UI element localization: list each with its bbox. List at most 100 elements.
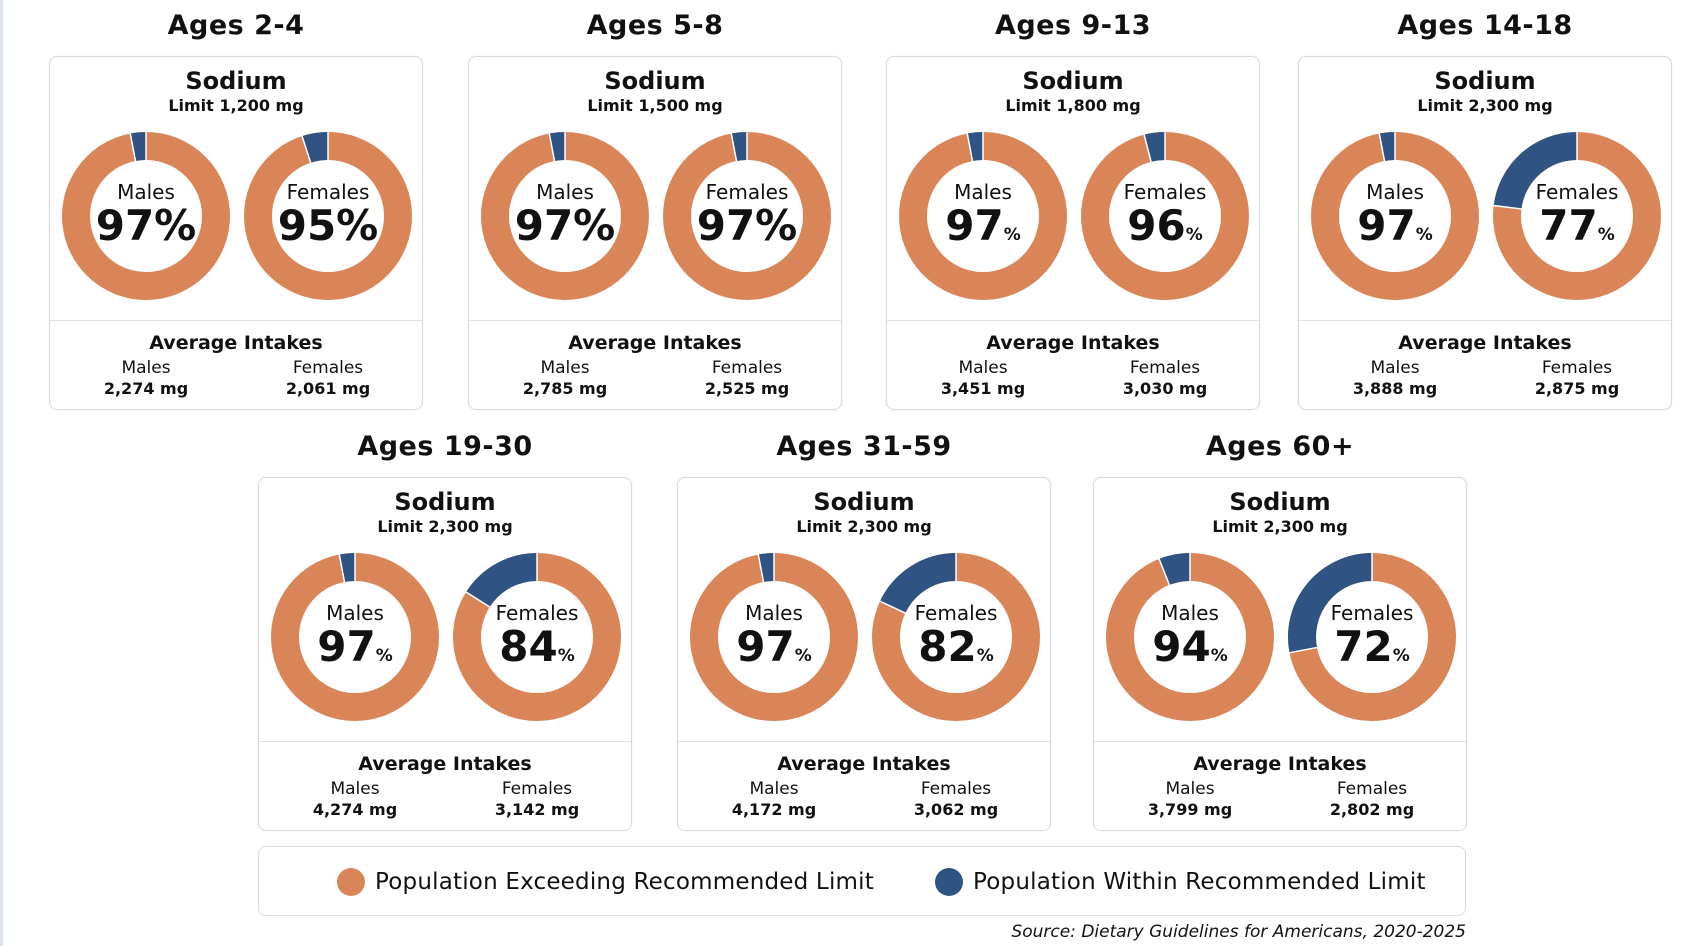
donut-svg — [663, 131, 831, 300]
slice-separator-1 — [1158, 557, 1171, 587]
percent-value: 77 — [1539, 201, 1598, 250]
donut-percent-males: 97% — [60, 204, 232, 248]
donut-label-females: Females — [914, 601, 998, 625]
donut-chart-females: Females 82% — [870, 551, 1042, 723]
slice-separator-1 — [338, 553, 346, 584]
sodium-limit: Limit 1,800 mg — [1005, 96, 1141, 115]
age-group-card: Sodium Limit 1,500 mg Males 97% Males 2,785 m… — [468, 56, 842, 410]
slice-separator-1 — [1288, 646, 1319, 654]
percent-value: 97 — [1357, 201, 1416, 250]
slice-within-females-4 — [466, 553, 538, 608]
percent-sign: % — [976, 646, 994, 666]
donut-svg — [271, 552, 439, 721]
donut-percent-males: 94% — [1104, 625, 1276, 678]
donut-percent-females: 96% — [1079, 204, 1251, 257]
donut-label-males: Males — [117, 180, 175, 204]
percent-value: 96 — [1127, 201, 1186, 250]
average-intake-males: Males 2,274 mg — [60, 358, 232, 398]
donut-percent-males: 97% — [688, 625, 860, 678]
percent-sign: % — [557, 646, 575, 666]
slice-separator-1 — [1492, 204, 1523, 210]
percent-value: 97% — [696, 201, 798, 250]
percent-value: 97 — [317, 622, 376, 671]
donut-svg — [1106, 552, 1274, 721]
donut-percent-females: 84% — [451, 625, 623, 678]
average-intake-label: Females — [292, 358, 364, 378]
slice-within-females-2 — [1144, 132, 1166, 162]
average-intakes-title: Average Intakes — [777, 753, 951, 775]
sodium-limit: Limit 2,300 mg — [1417, 96, 1553, 115]
donut-chart-females: Females 97% — [661, 130, 833, 302]
average-intakes-title: Average Intakes — [986, 332, 1160, 354]
donut-label-males: Males — [326, 601, 384, 625]
card-divider — [50, 320, 422, 321]
average-intake-males: Males 3,799 mg — [1104, 779, 1276, 819]
average-intake-label: Females — [920, 779, 992, 799]
percent-sign: % — [1392, 646, 1410, 666]
percent-sign: % — [794, 646, 812, 666]
card-divider — [887, 320, 1259, 321]
average-intake-value: 2,785 mg — [522, 379, 608, 398]
nutrient-title: Sodium — [1434, 67, 1536, 95]
slice-within-males-3 — [1379, 132, 1396, 162]
average-intake-value: 3,799 mg — [1147, 800, 1233, 819]
average-intake-value: 2,274 mg — [103, 379, 189, 398]
donut-chart-males: Males 97% — [269, 551, 441, 723]
average-intake-females: Females 2,061 mg — [242, 358, 414, 398]
donut-label-males: Males — [1161, 601, 1219, 625]
donut-percent-females: 95% — [242, 204, 414, 248]
average-intake-value: 3,142 mg — [494, 800, 580, 819]
percent-value: 97% — [514, 201, 616, 250]
slice-within-males-5 — [758, 553, 775, 583]
age-group-title: Ages 2-4 — [167, 10, 305, 41]
percent-value: 97 — [945, 201, 1004, 250]
slice-within-males-0 — [130, 132, 147, 162]
card-divider — [678, 741, 1050, 742]
average-intake-value: 3,062 mg — [913, 800, 999, 819]
average-intake-females: Females 3,062 mg — [870, 779, 1042, 819]
donut-svg — [1492, 131, 1661, 300]
average-intake-value: 3,030 mg — [1122, 379, 1208, 398]
donut-chart-females: Females 84% — [451, 551, 623, 723]
donut-label-females: Females — [495, 601, 579, 625]
card-divider — [469, 320, 841, 321]
average-intake-label: Females — [1129, 358, 1201, 378]
slice-within-males-6 — [1159, 553, 1191, 586]
percent-sign: % — [1210, 646, 1228, 666]
percent-value: 72 — [1334, 622, 1393, 671]
average-intake-value: 2,525 mg — [704, 379, 790, 398]
percent-sign: % — [1003, 225, 1021, 245]
donut-svg — [872, 552, 1040, 721]
left-border — [0, 0, 3, 946]
slice-within-females-0 — [302, 132, 329, 163]
age-group-card: Sodium Limit 2,300 mg Males 97% Males 3,888 m… — [1298, 56, 1672, 410]
legend-swatch-exceeding — [337, 868, 365, 896]
age-group-title: Ages 60+ — [1205, 431, 1355, 462]
slice-within-males-4 — [339, 553, 356, 583]
average-intake-label: Males — [121, 358, 171, 378]
donut-svg — [690, 552, 858, 721]
donut-percent-males: 97% — [1309, 204, 1481, 257]
slice-separator-1 — [878, 600, 907, 615]
average-intake-value: 2,875 mg — [1534, 379, 1620, 398]
sodium-limit: Limit 1,200 mg — [168, 96, 304, 115]
average-intake-label: Males — [330, 779, 380, 799]
donut-percent-females: 72% — [1286, 625, 1458, 678]
average-intakes-title: Average Intakes — [568, 332, 742, 354]
donut-percent-males: 97% — [479, 204, 651, 248]
age-group-card: Sodium Limit 1,200 mg Males 97% Males 2,274 m… — [49, 56, 423, 410]
age-group-card: Sodium Limit 2,300 mg Males 97% Males 4,274 m… — [258, 477, 632, 831]
nutrient-title: Sodium — [1229, 488, 1331, 516]
donut-chart-males: Males 97% — [688, 551, 860, 723]
average-intakes-title: Average Intakes — [149, 332, 323, 354]
donut-label-males: Males — [536, 180, 594, 204]
legend-label-within: Population Within Recommended Limit — [973, 869, 1426, 895]
age-group-title: Ages 19-30 — [357, 431, 533, 462]
donut-chart-males: Males 94% — [1104, 551, 1276, 723]
average-intake-label: Males — [1370, 358, 1420, 378]
donut-label-males: Males — [745, 601, 803, 625]
average-intake-label: Females — [501, 779, 573, 799]
slice-within-females-3 — [1493, 132, 1578, 210]
percent-value: 82 — [918, 622, 977, 671]
average-intake-label: Males — [540, 358, 590, 378]
